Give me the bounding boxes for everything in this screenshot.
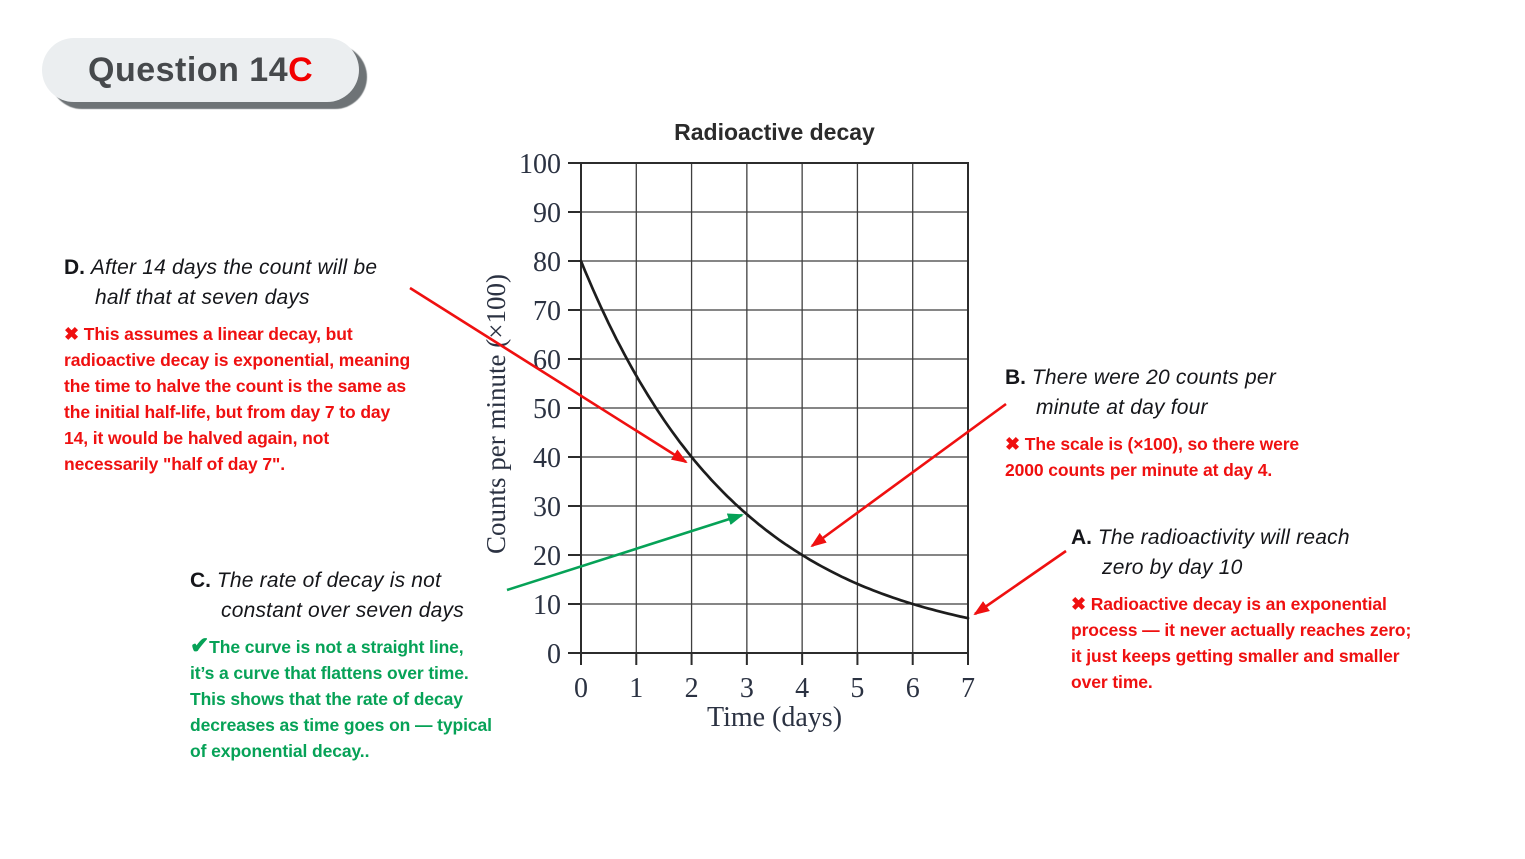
option-a-explanation-text: Radioactive decay is an exponential proc… [1071,594,1412,692]
option-c-explanation-text: The curve is not a straight line, it’s a… [190,637,492,761]
svg-text:60: 60 [533,345,561,376]
svg-text:0: 0 [574,673,588,704]
annotation-option-b: B. There were 20 counts per minute at da… [1005,363,1375,483]
option-a-label: A. [1071,526,1092,549]
svg-text:80: 80 [533,247,561,278]
cross-icon: ✖ [64,324,79,344]
arrow-d-to-curve [409,286,688,464]
svg-text:6: 6 [906,673,920,704]
cross-icon: ✖ [1005,434,1020,454]
svg-text:40: 40 [533,443,561,474]
x-axis-label: Time (days) [707,702,842,733]
question-badge-label: Question 14 [88,51,289,89]
option-b-explanation: ✖ The scale is (×100), so there were 200… [1005,431,1375,483]
check-icon: ✔ [190,632,210,658]
annotation-option-a: A. The radioactivity will reach zero by … [1071,523,1471,695]
option-a-explanation: ✖ Radioactive decay is an exponential pr… [1071,591,1471,695]
option-b-explanation-text: The scale is (×100), so there were 2000 … [1005,434,1300,480]
svg-text:100: 100 [519,149,561,180]
gridlines [580,162,969,654]
cross-icon: ✖ [1071,594,1086,614]
option-a-statement: A. The radioactivity will reach zero by … [1071,523,1471,583]
svg-text:50: 50 [533,394,561,425]
svg-text:0: 0 [547,639,561,670]
svg-text:20: 20 [533,541,561,572]
option-d-explanation: ✖ This assumes a linear decay, but radio… [64,321,496,477]
svg-text:90: 90 [533,198,561,229]
annotation-option-c: C. The rate of decay is not constant ove… [190,566,580,764]
svg-text:2: 2 [685,673,699,704]
option-c-statement: C. The rate of decay is not constant ove… [190,566,580,626]
option-d-text: After 14 days the count will be half tha… [90,256,378,309]
option-b-label: B. [1005,366,1026,389]
svg-text:4: 4 [795,673,809,704]
svg-text:1: 1 [629,673,643,704]
chart-title: Radioactive decay [674,119,875,145]
option-c-text: The rate of decay is not constant over s… [216,569,464,622]
option-a-text: The radioactivity will reach zero by day… [1097,526,1350,579]
svg-text:30: 30 [533,492,561,523]
arrow-c-to-curve [506,513,744,592]
annotation-option-d: D. After 14 days the count will be half … [64,253,496,477]
arrow-b-to-curve [810,402,1007,548]
option-b-statement: B. There were 20 counts per minute at da… [1005,363,1375,423]
question-badge: Question 14C [42,38,360,102]
svg-text:10: 10 [533,590,561,621]
axis-tick-labels: 0 10 20 30 40 50 60 70 80 90 100 0 1 2 3 4 5 6 7 [519,149,975,704]
decay-curve [579,259,970,620]
option-d-label: D. [64,256,85,279]
option-d-explanation-text: This assumes a linear decay, but radioac… [64,324,411,474]
question-badge-accent: C [288,51,314,89]
arrow-a-to-curve [973,549,1067,616]
option-d-statement: D. After 14 days the count will be half … [64,253,496,313]
option-c-label: C. [190,569,211,592]
option-c-explanation: ✔The curve is not a straight line, it’s … [190,634,580,764]
option-b-text: There were 20 counts per minute at day f… [1031,366,1276,419]
tick-marks [568,162,969,665]
y-axis-label: Counts per minute (×100) [481,274,511,554]
svg-text:5: 5 [850,673,864,704]
svg-text:70: 70 [533,296,561,327]
svg-text:3: 3 [740,673,754,704]
svg-text:7: 7 [961,673,975,704]
